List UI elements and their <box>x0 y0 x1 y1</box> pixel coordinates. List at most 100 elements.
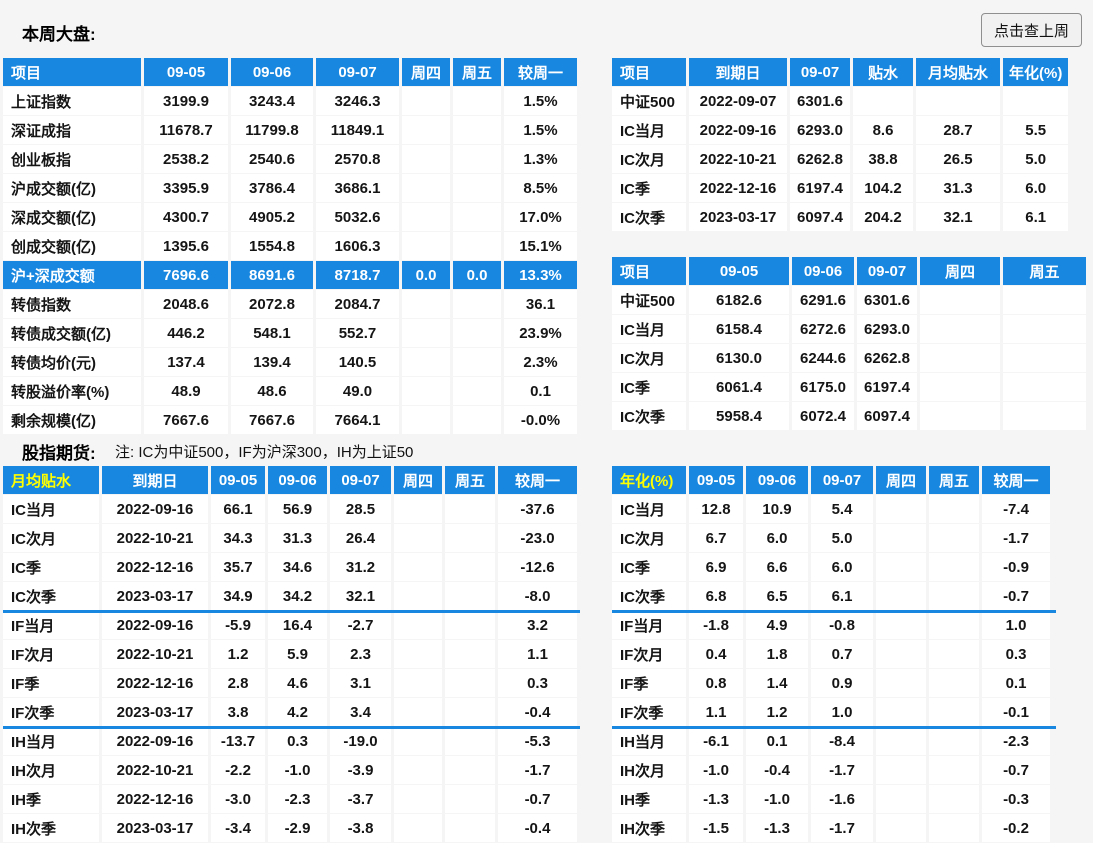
cell: 5032.6 <box>316 203 399 231</box>
cell: 1.3% <box>504 145 577 173</box>
cell <box>929 785 979 813</box>
cell: 上证指数 <box>3 87 141 115</box>
cell: 5.4 <box>811 495 873 523</box>
cell: 3686.1 <box>316 174 399 202</box>
cell: IC次季 <box>3 582 99 610</box>
cell: 6197.4 <box>857 373 917 401</box>
cell <box>920 344 1000 372</box>
data-grid: 项目 09-05 09-06 09-07 周四 周五 较周一 上证指数 3199.9 3243.4… <box>0 57 580 435</box>
cell: -1.0 <box>746 785 808 813</box>
table-row: IF次月 0.4 1.8 0.7 0.3 <box>612 640 1050 668</box>
cell: IF季 <box>3 669 99 697</box>
cell: 12.8 <box>689 495 743 523</box>
cell <box>876 640 926 668</box>
cell: 6.6 <box>746 553 808 581</box>
cell: -3.7 <box>330 785 391 813</box>
cell <box>402 174 450 202</box>
header-row: 项目 09-05 09-06 09-07 周四 周五 <box>612 257 1086 285</box>
table-row: 深证成指 11678.7 11799.8 11849.1 1.5% <box>3 116 577 144</box>
cell: 28.5 <box>330 495 391 523</box>
cell: 0.1 <box>504 377 577 405</box>
cell: 2022-12-16 <box>689 174 787 202</box>
cell <box>445 582 495 610</box>
table-row: IH季 -1.3 -1.0 -1.6 -0.3 <box>612 785 1050 813</box>
column-header: 项目 <box>612 58 686 86</box>
table-row: IH当月 -6.1 0.1 -8.4 -2.3 <box>612 727 1050 755</box>
cell <box>929 640 979 668</box>
cell: 1.0 <box>811 698 873 726</box>
cell: 5.0 <box>811 524 873 552</box>
column-header: 09-06 <box>231 58 313 86</box>
cell: -5.9 <box>211 611 265 639</box>
cell: -1.0 <box>689 756 743 784</box>
table-row: 剩余规模(亿) 7667.6 7667.6 7664.1 -0.0% <box>3 406 577 434</box>
cell: -2.9 <box>268 814 327 842</box>
table-row: IF当月 2022-09-16 -5.9 16.4 -2.7 3.2 <box>3 611 577 639</box>
group-separator <box>3 726 580 729</box>
cell: IC次月 <box>612 524 686 552</box>
column-header: 到期日 <box>102 466 208 494</box>
cell <box>1003 344 1086 372</box>
cell: 6061.4 <box>689 373 789 401</box>
cell <box>1003 286 1086 314</box>
cell: 2022-12-16 <box>102 553 208 581</box>
cell: 6130.0 <box>689 344 789 372</box>
cell: 7667.6 <box>144 406 228 434</box>
cell <box>445 553 495 581</box>
column-header: 到期日 <box>689 58 787 86</box>
annualized-rate-table: 年化(%) 09-05 09-06 09-07 周四 周五 较周一 IC当月 12.8 10.9 5… <box>609 465 1053 843</box>
cell: -0.9 <box>982 553 1050 581</box>
cell <box>402 290 450 318</box>
cell <box>394 756 442 784</box>
column-header: 09-06 <box>792 257 854 285</box>
cell: IH当月 <box>3 727 99 755</box>
cell: 32.1 <box>916 203 1000 231</box>
futures-section-note: 注: IC为中证500，IF为沪深300，IH为上证50 <box>115 444 414 461</box>
cell <box>920 373 1000 401</box>
table-row: 沪成交额(亿) 3395.9 3786.4 3686.1 8.5% <box>3 174 577 202</box>
cell <box>453 290 501 318</box>
cell: 2023-03-17 <box>102 814 208 842</box>
cell: 0.3 <box>982 640 1050 668</box>
cell: 34.9 <box>211 582 265 610</box>
cell: 1.0 <box>982 611 1050 639</box>
cell: -3.8 <box>330 814 391 842</box>
cell: 0.1 <box>982 669 1050 697</box>
cell: 1.2 <box>746 698 808 726</box>
column-header: 周四 <box>920 257 1000 285</box>
table-row: IC次月 6.7 6.0 5.0 -1.7 <box>612 524 1050 552</box>
cell <box>876 756 926 784</box>
cell <box>445 785 495 813</box>
cell: 0.0 <box>402 261 450 289</box>
cell <box>402 406 450 434</box>
column-header: 09-06 <box>268 466 327 494</box>
cell: 3786.4 <box>231 174 313 202</box>
cell: 48.9 <box>144 377 228 405</box>
cell <box>394 640 442 668</box>
cell: 1554.8 <box>231 232 313 260</box>
column-header: 项目 <box>3 58 141 86</box>
column-header: 年化(%) <box>612 466 686 494</box>
view-last-week-button[interactable]: 点击查上周 <box>981 13 1082 47</box>
column-header: 月均贴水 <box>3 466 99 494</box>
cell: 6262.8 <box>790 145 850 173</box>
cell <box>876 611 926 639</box>
column-header: 09-07 <box>316 58 399 86</box>
cell: -6.1 <box>689 727 743 755</box>
table-row: IC次季 2023-03-17 34.9 34.2 32.1 -8.0 <box>3 582 577 610</box>
column-header: 年化(%) <box>1003 58 1069 86</box>
cell: 5.0 <box>1003 145 1069 173</box>
table-row: 转债成交额(亿) 446.2 548.1 552.7 23.9% <box>3 319 577 347</box>
cell: 2023-03-17 <box>102 698 208 726</box>
cell <box>929 582 979 610</box>
cell: 26.4 <box>330 524 391 552</box>
cell <box>853 87 913 115</box>
table-row: 创成交额(亿) 1395.6 1554.8 1606.3 15.1% <box>3 232 577 260</box>
table-row: IH季 2022-12-16 -3.0 -2.3 -3.7 -0.7 <box>3 785 577 813</box>
cell: -0.3 <box>982 785 1050 813</box>
cell: IC次月 <box>612 344 686 372</box>
cell: 1.8 <box>746 640 808 668</box>
data-grid: 项目 到期日 09-07 贴水 月均贴水 年化(%) 中证500 2022-09-07 6301… <box>609 57 1071 232</box>
cell: -2.7 <box>330 611 391 639</box>
cell: -12.6 <box>498 553 577 581</box>
